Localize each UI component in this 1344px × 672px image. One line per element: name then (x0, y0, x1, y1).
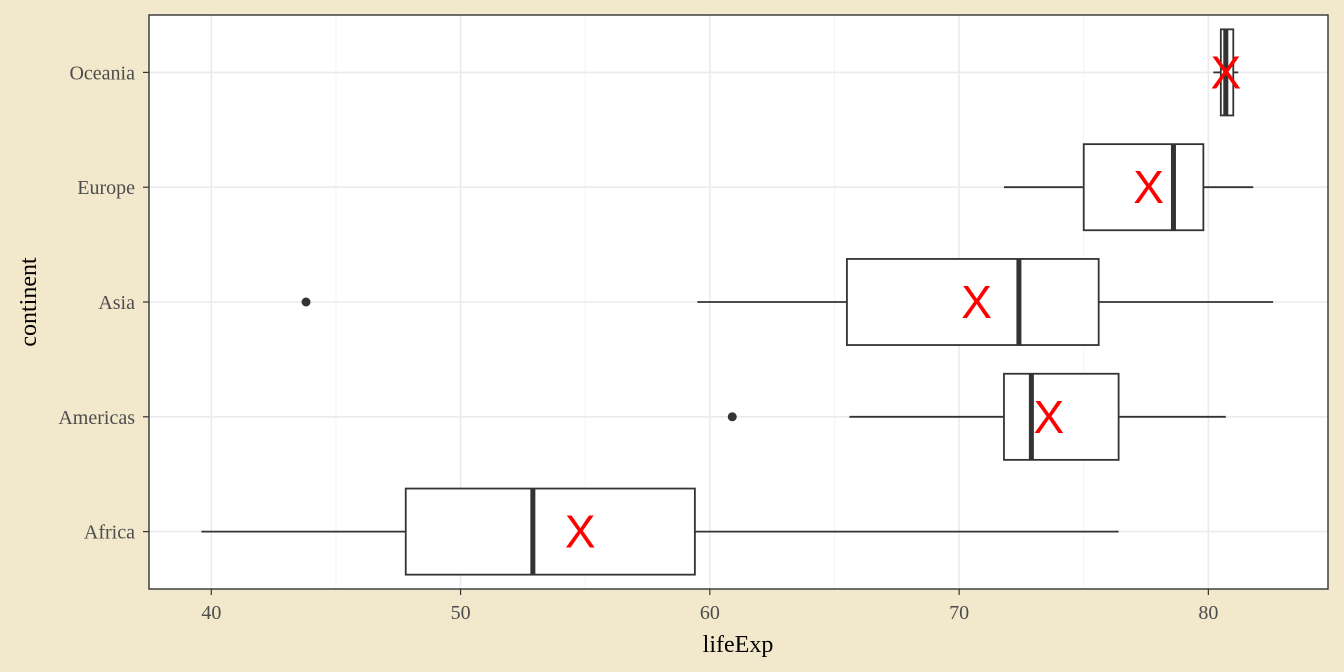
y-tick-label: Africa (84, 522, 135, 544)
x-tick-label: 40 (201, 602, 221, 624)
axes: 40 50 60 70 80 Africa Americas Asia Europe Oceani… (58, 62, 1218, 624)
mean-marker: X (565, 506, 596, 558)
y-tick-label: Europe (77, 177, 135, 199)
x-tick-label: 80 (1198, 602, 1218, 624)
y-axis-title: continent (16, 257, 42, 347)
outlier-point (301, 297, 311, 307)
box-americas (1003, 372, 1120, 461)
y-tick-label: Americas (58, 407, 135, 429)
x-tick-label: 50 (451, 602, 471, 624)
mean-marker: X (961, 276, 992, 328)
mean-markers: X X X X X (565, 46, 1241, 557)
mean-marker: X (1033, 391, 1064, 443)
x-axis-title: lifeExp (703, 632, 774, 658)
y-tick-label: Asia (98, 292, 135, 314)
x-tick-label: 70 (949, 602, 969, 624)
box-europe (1082, 143, 1205, 232)
x-tick-label: 60 (700, 602, 720, 624)
box-africa (404, 487, 696, 576)
y-tick-label: Oceania (69, 62, 135, 84)
mean-marker: X (1210, 46, 1241, 98)
boxes (201, 28, 1274, 576)
box-asia (846, 258, 1100, 346)
outlier-point (727, 412, 737, 422)
mean-marker: X (1133, 161, 1164, 213)
